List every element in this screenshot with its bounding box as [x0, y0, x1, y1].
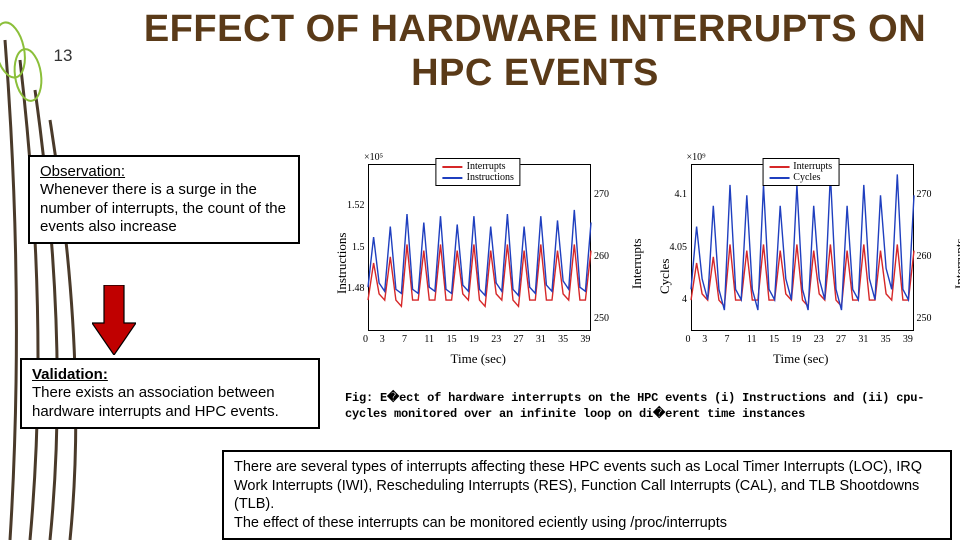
slide-number: 13: [45, 42, 81, 70]
legend-swatch: [769, 177, 789, 179]
slide-decoration: [0, 0, 120, 540]
validation-box: Validation: There exists an association …: [20, 358, 320, 429]
validation-heading: Validation:: [32, 366, 108, 383]
legend-label: Interrupts: [793, 161, 832, 172]
observation-heading: Observation:: [40, 163, 125, 180]
observation-body: Whenever there is a surge in the number …: [40, 181, 286, 235]
legend-label: Instructions: [467, 172, 514, 183]
series-interrupts: [368, 244, 591, 306]
legend-label: Interrupts: [467, 161, 506, 172]
notes-para1: There are several types of interrupts af…: [234, 459, 922, 512]
chart-left: ×10⁵1.481.51.522502602700371115192327313…: [322, 150, 635, 365]
series-cycles: [691, 174, 914, 310]
legend-swatch: [443, 166, 463, 168]
charts-container: ×10⁵1.481.51.522502602700371115192327313…: [322, 150, 957, 365]
observation-box: Observation: Whenever there is a surge i…: [28, 155, 300, 244]
notes-box: There are several types of interrupts af…: [222, 450, 952, 540]
legend-item: Instructions: [443, 172, 514, 183]
legend-item: Interrupts: [443, 161, 514, 172]
slide-title: EFFECT OF HARDWARE INTERRUPTS ON HPC EVE…: [120, 8, 950, 95]
notes-para2: The effect of these interrupts can be mo…: [234, 515, 727, 531]
legend-item: Cycles: [769, 172, 832, 183]
down-arrow-icon: [92, 285, 136, 355]
legend: InterruptsInstructions: [436, 158, 521, 186]
legend-swatch: [443, 177, 463, 179]
legend-label: Cycles: [793, 172, 820, 183]
legend: InterruptsCycles: [762, 158, 839, 186]
validation-body: There exists an association between hard…: [32, 384, 279, 419]
legend-swatch: [769, 166, 789, 168]
figure-caption: Fig: E�ect of hardware interrupts on the…: [345, 390, 959, 422]
chart-right: ×10⁹44.054.12502602700371115192327313539…: [645, 150, 958, 365]
legend-item: Interrupts: [769, 161, 832, 172]
